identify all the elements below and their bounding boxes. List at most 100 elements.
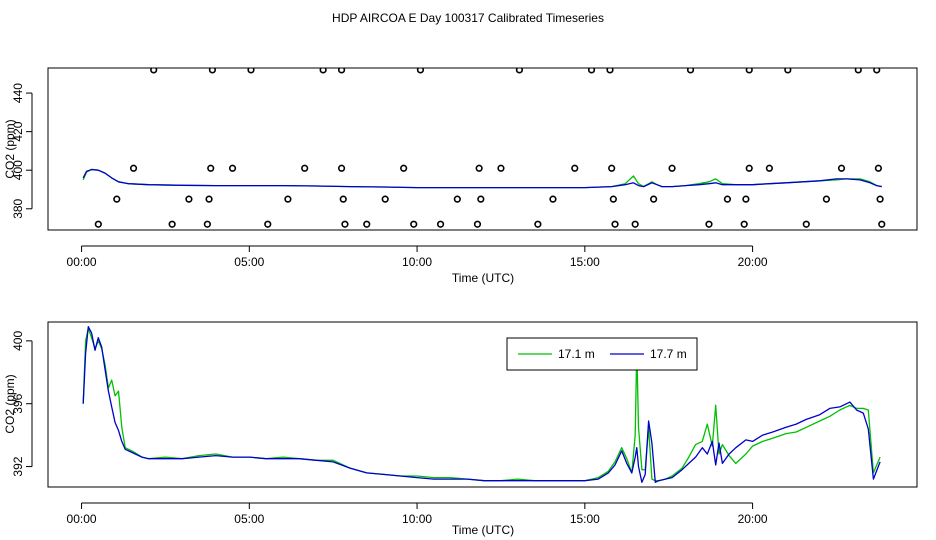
x-tick-label: 05:00: [234, 512, 264, 526]
scatter-point: [473, 220, 482, 228]
scatter-point: [854, 68, 862, 74]
scatter-point: [168, 220, 176, 228]
scatter-point: [802, 220, 810, 228]
plot-area: [82, 68, 886, 228]
scatter-point: [337, 164, 346, 172]
x-tick-label: 20:00: [738, 255, 768, 269]
scatter-point: [208, 68, 217, 74]
y-tick-label: 400: [11, 331, 25, 351]
bottom-x-axis-label: Time (UTC): [452, 523, 514, 537]
bottom-y-axis-label: CO2 (ppm): [3, 374, 17, 433]
bottom-panel: 00:00 05:00 10:00 15:00 20:00 392 396 400 Time…: [3, 321, 918, 537]
scatter-point: [203, 220, 211, 228]
scatter-point: [205, 195, 213, 203]
scatter-point: [477, 195, 485, 203]
y-tick-label: 380: [11, 198, 25, 218]
scatter-point: [207, 164, 215, 172]
scatter-point: [668, 164, 676, 172]
scatter-point: [606, 68, 614, 74]
x-tick-label: 10:00: [402, 512, 432, 526]
scatter-point: [611, 220, 619, 228]
top-plot-marks: [82, 68, 886, 228]
scatter-point: [410, 220, 418, 228]
scatter-point: [129, 164, 138, 172]
y-tick-label: 396: [11, 393, 25, 413]
bottom-plot-frame: [47, 321, 918, 488]
scatter-point: [113, 195, 121, 203]
top-x-axis-label: Time (UTC): [452, 271, 514, 285]
series-line-blue: [82, 168, 882, 189]
scatter-point: [745, 164, 753, 172]
scatter-point: [416, 68, 425, 74]
y-tick-label: 400: [11, 160, 25, 180]
scatter-point: [631, 220, 639, 228]
scatter-point: [723, 195, 732, 203]
scatter-point: [284, 195, 292, 203]
y-tick-label: 420: [11, 121, 25, 141]
scatter-point: [341, 220, 349, 228]
scatter-point: [339, 195, 347, 203]
x-tick-label: 10:00: [402, 255, 432, 269]
scatter-point: [745, 68, 753, 74]
top-plot-frame: [47, 67, 918, 231]
scatter-point: [264, 220, 272, 228]
x-tick-label: 20:00: [738, 512, 768, 526]
scatter-point: [515, 68, 524, 74]
scatter-point: [784, 68, 792, 74]
scatter-point: [608, 164, 616, 172]
bottom-plot-marks: [82, 326, 881, 483]
scatter-point: [337, 68, 346, 74]
plot-area: [82, 326, 881, 483]
scatter-point: [609, 195, 617, 203]
x-tick-label: 00:00: [67, 512, 97, 526]
legend: 17.1 m 17.7 m: [506, 337, 698, 371]
scatter-point: [742, 195, 750, 203]
series-line-17-1-m: [82, 327, 881, 482]
y-tick-label: 392: [11, 456, 25, 476]
scatter-point: [185, 195, 193, 203]
x-tick-label: 15:00: [570, 512, 600, 526]
scatter-point: [247, 68, 255, 74]
series-line-17-7-m: [82, 326, 881, 483]
x-tick-label: 05:00: [234, 255, 264, 269]
scatter-point: [822, 195, 831, 203]
scatter-point: [534, 220, 542, 228]
bottom-x-axis: 00:00 05:00 10:00 15:00 20:00: [67, 502, 768, 526]
scatter-point: [381, 195, 389, 203]
scatter-point: [301, 164, 309, 172]
scatter-point: [873, 68, 881, 74]
x-tick-label: 15:00: [570, 255, 600, 269]
x-tick-label: 00:00: [67, 255, 97, 269]
scatter-point: [587, 68, 596, 74]
scatter-point: [878, 220, 886, 228]
scatter-point: [874, 164, 883, 172]
scatter-point: [453, 195, 461, 203]
scatter-point: [228, 164, 237, 172]
scatter-point: [876, 195, 884, 203]
scatter-point: [740, 220, 748, 228]
top-x-axis: 00:00 05:00 10:00 15:00 20:00: [67, 245, 768, 269]
y-tick-label: 440: [11, 83, 25, 103]
scatter-point: [475, 164, 483, 172]
scatter-point: [650, 195, 658, 203]
top-panel: 00:00 05:00 10:00 15:00 20:00 380 400 420 440 T…: [3, 67, 918, 285]
scatter-point: [705, 220, 713, 228]
scatter-point: [686, 68, 695, 74]
figure-title: HDP AIRCOA E Day 100317 Calibrated Times…: [332, 11, 604, 25]
scatter-point: [363, 220, 371, 228]
scatter-point: [319, 68, 327, 74]
scatter-point: [150, 68, 158, 74]
scatter-point: [571, 164, 579, 172]
bottom-y-axis: 392 396 400: [11, 331, 33, 477]
scatter-point: [549, 195, 557, 203]
legend-label-17-1-m: 17.1 m: [558, 347, 595, 361]
top-y-axis-label: CO2 (ppm): [3, 119, 17, 178]
scatter-point: [94, 220, 102, 228]
scatter-point: [837, 164, 846, 172]
scatter-point: [497, 164, 505, 172]
legend-label-17-7-m: 17.7 m: [650, 347, 687, 361]
scatter-point: [765, 164, 773, 172]
top-y-axis: 380 400 420 440: [11, 83, 33, 219]
scatter-point: [400, 164, 408, 172]
